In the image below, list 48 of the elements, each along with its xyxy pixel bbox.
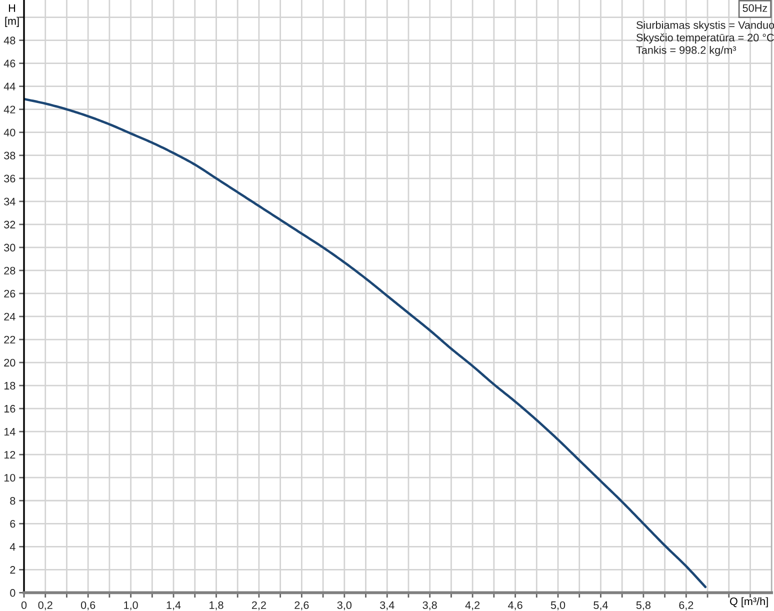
annotation: Skysčio temperatūra = 20 °C <box>636 33 774 44</box>
x-tick-label: 1,4 <box>166 601 181 610</box>
y-tick-label: 40 <box>4 128 16 136</box>
y-tick-label: 14 <box>4 428 16 436</box>
x-tick-label: 4,6 <box>508 601 522 610</box>
x-tick-label: 3,4 <box>380 601 394 610</box>
x-tick-label: 4,2 <box>465 601 480 610</box>
x-tick-label: 5,0 <box>550 601 566 610</box>
x-tick-label: 0 <box>21 601 27 609</box>
y-tick-label: 8 <box>10 496 16 505</box>
x-tick-label: 2,2 <box>252 601 266 610</box>
y-tick-label: 12 <box>4 450 16 459</box>
y-tick-label: 16 <box>4 404 16 413</box>
x-axis-title: Q [m³/h] <box>730 597 768 608</box>
y-tick-label: 34 <box>4 198 16 206</box>
x-tick-label: 3,8 <box>422 601 437 610</box>
x-tick-label: 2,6 <box>294 601 309 610</box>
y-tick-label: 44 <box>4 82 16 90</box>
x-tick-label: 1,8 <box>210 601 224 610</box>
x-tick-label: 1,0 <box>124 601 138 610</box>
chart-title: 50Hz <box>742 4 768 12</box>
y-tick-label: 6 <box>10 520 16 528</box>
y-tick-label: 26 <box>4 290 16 298</box>
y-tick-label: 30 <box>4 244 16 252</box>
x-tick-label: 5,8 <box>636 601 650 610</box>
y-tick-label: 32 <box>4 220 16 228</box>
y-tick-label: 22 <box>4 336 16 344</box>
x-tick-label: 0,6 <box>80 601 96 610</box>
y-tick-label: 38 <box>4 152 16 160</box>
y-axis-title: H [m] <box>5 4 19 27</box>
x-tick-label: 0,2 <box>38 601 52 610</box>
y-tick-label: 24 <box>4 312 16 320</box>
y-tick-label: 0 <box>10 589 16 597</box>
annotation: Siurbiamas skystis = Vanduo <box>636 20 774 32</box>
y-tick-label: 28 <box>4 266 16 274</box>
y-tick-label: 42 <box>4 106 16 114</box>
y-tick-label: 2 <box>10 566 16 574</box>
x-tick-label: 6,2 <box>679 601 694 610</box>
y-tick-label: 4 <box>10 543 16 551</box>
x-tick-label: 5,4 <box>594 601 608 610</box>
y-tick-label: 18 <box>4 382 16 390</box>
y-tick-label: 10 <box>4 474 16 482</box>
x-tick-label: 3,0 <box>337 601 352 610</box>
y-tick-label: 20 <box>4 358 16 367</box>
annotation: Tankis = 998.2 kg/m³ <box>636 46 736 56</box>
y-tick-label: 36 <box>4 174 16 182</box>
y-tick-label: 48 <box>4 36 16 44</box>
y-tick-label: 46 <box>4 60 16 68</box>
